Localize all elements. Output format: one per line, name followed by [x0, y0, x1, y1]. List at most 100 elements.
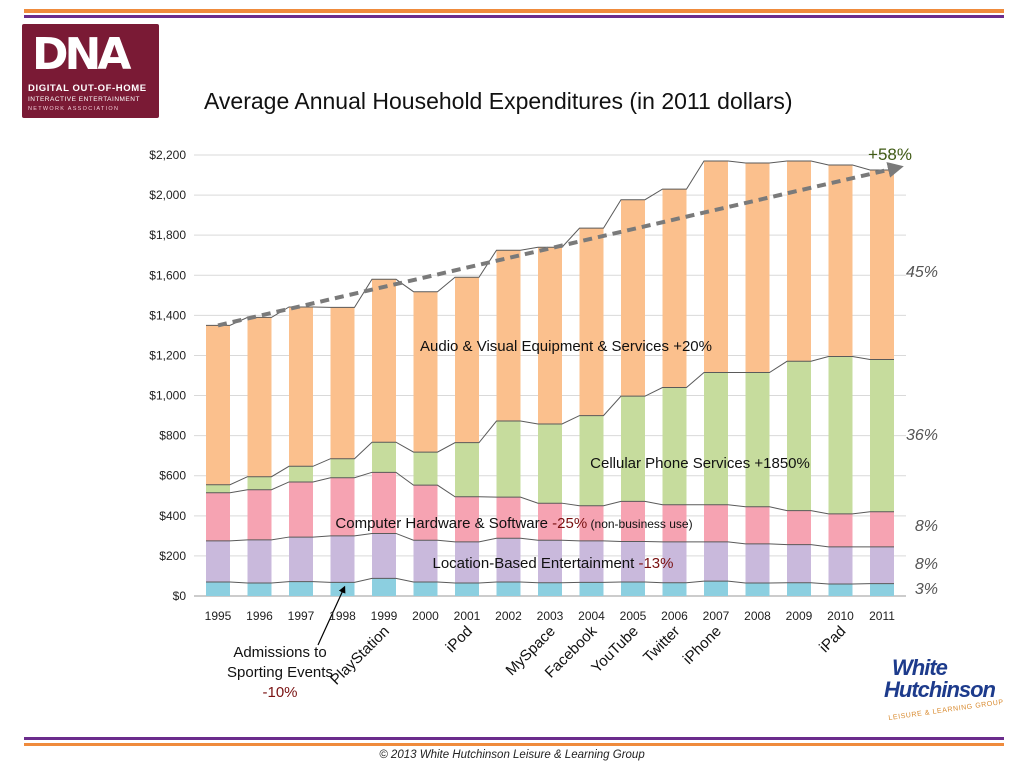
y-tick-label: $200 [159, 549, 186, 563]
bar-segment [413, 485, 438, 541]
x-tick-label: 2010 [827, 609, 854, 623]
y-tick-label: $1,800 [149, 228, 186, 242]
y-tick-label: $400 [159, 509, 186, 523]
bar-segment [372, 279, 396, 443]
bar-segment [579, 415, 604, 506]
bar-segment [828, 513, 853, 547]
bar-segment [496, 538, 521, 582]
bar-segment [206, 540, 230, 582]
series-boundary-line [206, 471, 894, 515]
x-tick-label: 1997 [288, 609, 315, 623]
bar-segment [372, 472, 396, 534]
bar-segment [745, 163, 770, 373]
bar-segment [496, 421, 521, 498]
footer-copyright: © 2013 White Hutchinson Leisure & Learni… [379, 749, 645, 761]
bar-segment [455, 541, 479, 583]
x-tick-label: 2008 [744, 609, 771, 623]
annotation-admissions-change: -10% [262, 684, 297, 701]
brand-line1: White [892, 655, 948, 680]
bar-segment [579, 505, 604, 541]
bar-segment [704, 541, 728, 582]
bar-segment [579, 540, 604, 583]
trend-label: +58% [868, 145, 912, 164]
bar-segment [662, 582, 687, 596]
bar-segment [745, 582, 770, 596]
x-tick-label: 2002 [495, 609, 522, 623]
bar-segment [496, 581, 521, 596]
x-tick-label: 1995 [205, 609, 232, 623]
bar-segment [828, 546, 853, 584]
bar-segment [621, 581, 645, 596]
bar-segment [828, 165, 853, 357]
bar-segment [455, 582, 479, 596]
x-tick-label: 2003 [537, 609, 564, 623]
expenditure-chart: $0 $200 $400 $600 $800 $1,000 $1,200 $1,400 $1,6… [149, 145, 938, 701]
bar-segment [289, 466, 313, 482]
slide-title: Average Annual Household Expenditures (i… [204, 88, 793, 114]
bar-segment [372, 578, 396, 596]
bar-segment [579, 228, 604, 416]
series-boundary-line [206, 355, 894, 486]
bar-segment [704, 581, 728, 596]
bar-segment [330, 458, 355, 478]
dna-logo-mark: DNA [32, 29, 131, 80]
bar-segment [330, 582, 355, 596]
x-tick-label: 2009 [786, 609, 813, 623]
share-label: 8% [915, 518, 938, 535]
x-tick-label: 2006 [661, 609, 688, 623]
bar-segment [828, 583, 853, 596]
bar-segment [330, 307, 355, 459]
dna-logo-line3: NETWORK ASSOCIATION [28, 106, 120, 112]
bar-segment [289, 481, 313, 538]
bar-segment [538, 582, 562, 596]
share-label: 45% [906, 264, 938, 281]
series-boundary-line [206, 160, 894, 326]
brand-line2: Hutchinson [884, 677, 996, 702]
bar-segment [413, 581, 438, 596]
bar-segment [662, 189, 687, 388]
top-purple-stripe [24, 15, 1004, 18]
milestone-label: iPhone [680, 623, 725, 668]
y-tick-label: $1,600 [149, 268, 186, 282]
bar-segment [496, 250, 521, 422]
bar-segment [870, 583, 894, 596]
bar-segment [787, 582, 811, 596]
bar-segment [330, 535, 355, 583]
bar-segment [621, 501, 645, 542]
bar-segment [870, 359, 894, 512]
bar-segment [745, 506, 770, 544]
x-tick-label: 2004 [578, 609, 605, 623]
y-tick-label: $2,200 [149, 148, 186, 162]
milestone-label: Twitter [640, 623, 683, 666]
bar-segment [538, 247, 562, 425]
bar-segment [704, 372, 728, 505]
milestone-label: iPad [816, 623, 849, 656]
series-boundary-line [206, 532, 894, 548]
bar-segment [206, 325, 230, 485]
bar-segment [538, 540, 562, 583]
bar-segment [662, 387, 687, 505]
annotation-admissions-line2: Sporting Events [227, 664, 333, 681]
bar-segment [206, 484, 230, 493]
share-label: 3% [915, 581, 938, 598]
bar-segment [621, 541, 645, 582]
top-orange-stripe [24, 9, 1004, 13]
bar-segment [870, 170, 894, 360]
x-tick-label: 2000 [412, 609, 439, 623]
bottom-purple-stripe [24, 737, 1004, 740]
bar-segment [247, 489, 272, 540]
bar-segment [704, 504, 728, 542]
bar-segment [538, 503, 562, 541]
bar-segment [787, 544, 811, 583]
x-tick-label: 2011 [869, 609, 895, 623]
bar-segment [247, 539, 272, 583]
bar-segment [538, 424, 562, 504]
bar-segment [662, 504, 687, 542]
y-tick-label: $0 [173, 589, 187, 603]
bar-segment [745, 372, 770, 507]
bar-segment [247, 582, 272, 596]
dna-logo-line2: INTERACTIVE ENTERTAINMENT [28, 96, 140, 103]
bar-segment [413, 540, 438, 582]
annotation-cellular: Cellular Phone Services +1850% [590, 455, 810, 472]
white-hutchinson-logo: White Hutchinson LEISURE & LEARNING GROU… [880, 655, 1010, 730]
